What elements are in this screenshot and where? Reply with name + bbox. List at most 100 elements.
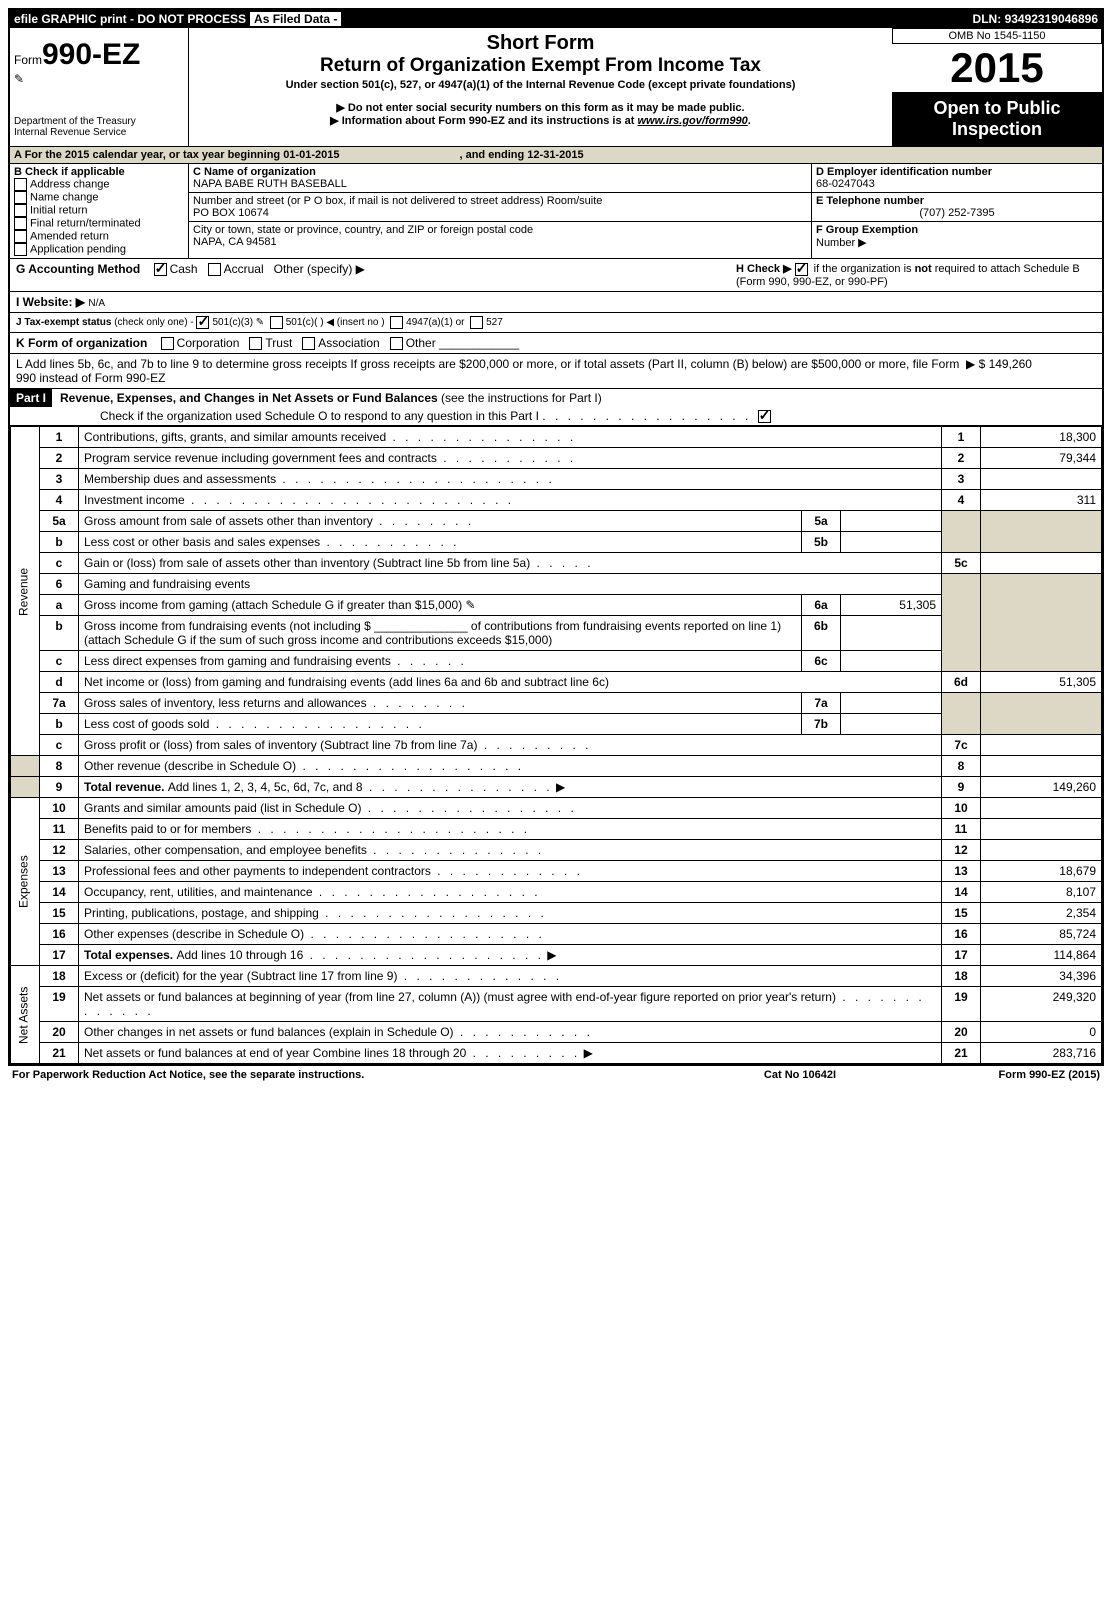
val-6c-sub (841, 651, 942, 671)
dept-treasury: Department of the Treasury (14, 116, 184, 127)
irs-label: Internal Revenue Service (14, 127, 184, 138)
val-12 (981, 840, 1102, 861)
lbl-corp: Corporation (177, 336, 240, 350)
line-7b: Less cost of goods sold (84, 717, 209, 731)
street-label: Number and street (or P O box, if mail i… (193, 195, 807, 207)
part1-note: (see the instructions for Part I) (441, 391, 602, 405)
lbl-pending: Application pending (30, 243, 126, 255)
website-val: N/A (88, 298, 105, 309)
val-19: 249,320 (981, 987, 1102, 1022)
form-subtitle: Under section 501(c), 527, or 4947(a)(1)… (193, 79, 888, 91)
lbl-4947: 4947(a)(1) or (406, 317, 464, 328)
financial-table: Revenue 1Contributions, gifts, grants, a… (10, 426, 1102, 1064)
cb-pending[interactable] (14, 243, 27, 256)
line-20: Other changes in net assets or fund bala… (84, 1025, 454, 1039)
cb-accrual[interactable] (208, 263, 221, 276)
line-19: Net assets or fund balances at beginning… (84, 990, 836, 1004)
row-a-end: , and ending 12-31-2015 (459, 149, 583, 161)
val-6b-sub (841, 616, 942, 650)
box-def: D Employer identification number 68-0247… (812, 164, 1102, 258)
val-5b (841, 532, 942, 552)
row-k: K Form of organization Corporation Trust… (10, 333, 1102, 354)
val-6d: 51,305 (981, 672, 1102, 693)
omb: OMB No 1545-1150 (892, 28, 1102, 44)
vlabel-netassets: Net Assets (11, 966, 40, 1064)
open2: Inspection (894, 119, 1100, 140)
b-label: B Check if applicable (14, 166, 184, 178)
line-16: Other expenses (describe in Schedule O) (84, 927, 304, 941)
line-5a: Gross amount from sale of assets other t… (84, 514, 373, 528)
val-6a: 51,305 (841, 595, 942, 615)
cb-addr-change[interactable] (14, 178, 27, 191)
line-3: Membership dues and assessments (84, 472, 276, 486)
line-15: Printing, publications, postage, and shi… (84, 906, 319, 920)
line-7c: Gross profit or (loss) from sales of inv… (84, 738, 477, 752)
row-j: J Tax-exempt status (check only one) - 5… (10, 313, 1102, 333)
cb-amended[interactable] (14, 230, 27, 243)
line-6c: Less direct expenses from gaming and fun… (84, 654, 391, 668)
d-label: D Employer identification number (816, 166, 1098, 178)
e-label: E Telephone number (816, 195, 1098, 207)
ein: 68-0247043 (816, 178, 1098, 190)
cb-cash[interactable] (154, 263, 167, 276)
line-7a: Gross sales of inventory, less returns a… (84, 696, 367, 710)
line-21: Net assets or fund balances at end of ye… (84, 1046, 466, 1060)
lbl-501c3: 501(c)(3) (212, 317, 253, 328)
cb-4947[interactable] (390, 316, 403, 329)
open-inspection: Open to Public Inspection (892, 92, 1102, 146)
lbl-amended: Amended return (30, 230, 109, 242)
org-name: NAPA BABE RUTH BASEBALL (193, 178, 807, 190)
lbl-527: 527 (486, 317, 503, 328)
irs-link[interactable]: www.irs.gov/form990 (638, 115, 748, 127)
row-a: A For the 2015 calendar year, or tax yea… (10, 147, 1102, 164)
row-l: L Add lines 5b, 6c, and 7b to line 9 to … (10, 354, 1102, 389)
cb-scheduleo-part1[interactable] (758, 410, 771, 423)
lbl-other-org: Other (406, 336, 436, 350)
short-form: Short Form (193, 32, 888, 55)
line-11: Benefits paid to or for members (84, 822, 251, 836)
f-label2: Number ▶ (816, 237, 867, 249)
cb-initial[interactable] (14, 204, 27, 217)
lbl-final: Final return/terminated (30, 217, 141, 229)
vlabel-revenue: Revenue (11, 427, 40, 756)
dln-label: DLN: (973, 12, 1002, 26)
val-9: 149,260 (981, 777, 1102, 798)
val-16: 85,724 (981, 924, 1102, 945)
val-2: 79,344 (981, 448, 1102, 469)
i-label: I Website: ▶ (16, 295, 85, 309)
line-14: Occupancy, rent, utilities, and maintena… (84, 885, 313, 899)
form-number: 990-EZ (42, 38, 140, 71)
form-title: Return of Organization Exempt From Incom… (193, 55, 888, 77)
cb-final[interactable] (14, 217, 27, 230)
val-7b (841, 714, 942, 734)
cb-assoc[interactable] (302, 337, 315, 350)
val-5c (981, 553, 1102, 574)
line-12: Salaries, other compensation, and employ… (84, 843, 367, 857)
cb-501c3[interactable] (196, 316, 209, 329)
cb-527[interactable] (470, 316, 483, 329)
lbl-insertno: ◀ (insert no ) (326, 317, 384, 328)
cb-501c[interactable] (270, 316, 283, 329)
box-c: C Name of organization NAPA BABE RUTH BA… (189, 164, 812, 258)
cb-name-change[interactable] (14, 191, 27, 204)
g-label: G Accounting Method (16, 262, 140, 276)
header-mid: Short Form Return of Organization Exempt… (189, 28, 892, 146)
cb-corp[interactable] (161, 337, 174, 350)
line-5c: Gain or (loss) from sale of assets other… (84, 556, 530, 570)
h-label: H Check ▶ (736, 263, 792, 275)
cb-scheduleb[interactable] (795, 263, 808, 276)
line-6b: Gross income from fundraising events (no… (79, 616, 802, 650)
c-label: C Name of organization (193, 166, 807, 178)
val-10 (981, 798, 1102, 819)
cb-other-org[interactable] (390, 337, 403, 350)
row-i: I Website: ▶ N/A (10, 292, 1102, 313)
line-13: Professional fees and other payments to … (84, 864, 431, 878)
footer-right: Form 990-EZ (2015) (900, 1069, 1100, 1081)
part1-check-text: Check if the organization used Schedule … (100, 409, 539, 423)
line-17: Add lines 10 through 16 (176, 948, 303, 962)
form-prefix: Form (14, 53, 42, 67)
lbl-addr-change: Address change (30, 178, 110, 190)
cb-trust[interactable] (249, 337, 262, 350)
lbl-initial: Initial return (30, 204, 87, 216)
dln: DLN: 93492319046896 (973, 12, 1098, 26)
